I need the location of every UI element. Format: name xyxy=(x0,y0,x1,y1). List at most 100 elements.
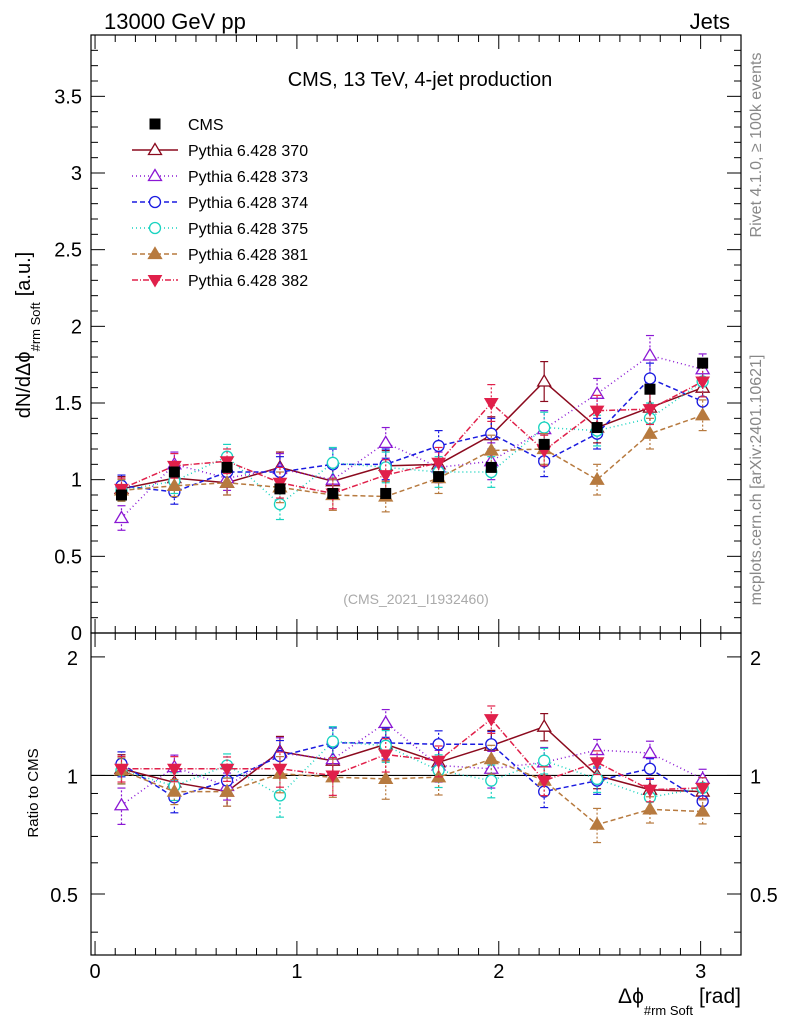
ratio-point xyxy=(326,735,339,748)
data-point xyxy=(378,435,394,449)
ratio-point xyxy=(166,763,182,777)
data-point xyxy=(695,376,711,390)
data-point xyxy=(327,487,339,499)
y-tick-label: 3.5 xyxy=(54,86,82,108)
ratio-line xyxy=(121,742,704,802)
data-point xyxy=(274,483,286,495)
ratio-point xyxy=(642,745,658,759)
legend-entry: CMS xyxy=(149,117,224,134)
x-tick-label: 0 xyxy=(89,961,100,983)
legend-label: Pythia 6.428 370 xyxy=(188,143,308,160)
main-axes: 0 0.5 1 1.5 2 2.5 3 3.5 xyxy=(54,34,742,645)
ratio-series-3 xyxy=(115,727,709,814)
ratio-point xyxy=(378,749,394,763)
mcplots-label: mcplots.cern.ch [arXiv:2401.10621] xyxy=(748,355,765,606)
x-axis-label: Δϕ#rm Soft [rad] xyxy=(618,985,741,1018)
ylabel-unit: [a.u.] xyxy=(13,252,35,296)
x-tick-label: 3 xyxy=(695,961,706,983)
data-point xyxy=(113,510,130,524)
series-line xyxy=(120,354,703,519)
ratio-point xyxy=(378,715,394,729)
data-point xyxy=(485,427,498,440)
legend-entry: Pythia 6.428 382 xyxy=(132,273,308,290)
y-tick-label: 1.5 xyxy=(54,393,82,415)
legend-entry: Pythia 6.428 370 xyxy=(132,142,308,160)
y-tick-label: 2 xyxy=(67,648,78,670)
data-point xyxy=(695,407,711,421)
series-1 xyxy=(113,361,711,502)
ratio-line xyxy=(121,725,703,793)
y-axis-label-ratio: Ratio to CMS xyxy=(25,748,42,837)
series-3 xyxy=(115,362,709,505)
data-point xyxy=(642,404,658,417)
legend: CMS Pythia 6.428 370 Pythia 6.428 373 Pythi… xyxy=(132,117,308,290)
ratio-line xyxy=(121,758,703,826)
series-line xyxy=(121,380,703,495)
rivet-version-label: Rivet 4.1.0, ≥ 100k events xyxy=(748,53,765,238)
ratio-point xyxy=(219,763,235,777)
y-tick-label: 0.5 xyxy=(50,885,78,907)
ratio-point xyxy=(483,714,499,727)
legend-marker xyxy=(147,142,163,156)
y-tick-label: 0 xyxy=(71,623,82,645)
ratio-point xyxy=(219,783,235,797)
series-4 xyxy=(115,365,709,521)
ratio-point xyxy=(325,770,341,783)
ratio-point xyxy=(695,782,711,796)
main-series xyxy=(113,334,711,531)
y-axis-label-main: dN/dΔϕ#rm Soft [a.u.] xyxy=(13,252,43,418)
ratio-line xyxy=(121,718,703,791)
data-point xyxy=(591,422,603,434)
legend-label: Pythia 6.428 373 xyxy=(188,169,308,186)
ratio-point xyxy=(272,763,288,777)
data-point xyxy=(589,405,605,419)
legend-marker xyxy=(149,118,161,130)
ratio-line xyxy=(121,721,703,806)
legend-entry: Pythia 6.428 375 xyxy=(132,221,308,238)
legend-entry: Pythia 6.428 373 xyxy=(132,168,308,186)
ratio-point xyxy=(643,762,657,775)
y-tick-label: 2.5 xyxy=(54,240,82,262)
data-point xyxy=(433,471,445,483)
svg-text:dN/dΔϕ#rm Soft[a.u.]: dN/dΔϕ#rm Soft [a.u.] xyxy=(13,252,43,418)
ratio-point xyxy=(695,803,711,817)
x-tick-label: 1 xyxy=(291,961,302,983)
chart-title: CMS, 13 TeV, 4-jet production xyxy=(288,69,553,91)
y-tick-label: 1 xyxy=(71,470,82,492)
ratio-point xyxy=(432,738,445,751)
ratio-plot-frame xyxy=(90,632,742,956)
ratio-point xyxy=(431,755,446,769)
header-left: 13000 GeV pp xyxy=(104,9,246,34)
series-2 xyxy=(113,334,711,531)
ratio-point xyxy=(485,774,498,787)
y-tick-label-right: 1 xyxy=(750,766,761,788)
data-point xyxy=(538,421,551,434)
series-line xyxy=(121,380,704,506)
chart-annotation: (CMS_2021_I1932460) xyxy=(343,591,489,607)
ratio-series-6 xyxy=(114,705,711,803)
data-point xyxy=(643,372,657,385)
data-point xyxy=(219,474,235,488)
data-point xyxy=(642,425,658,439)
series-line xyxy=(121,377,703,493)
data-point xyxy=(380,487,392,499)
ratio-point xyxy=(589,742,605,756)
y-tick-label: 2 xyxy=(71,316,82,338)
xlabel-main: Δϕ xyxy=(618,985,644,1008)
data-point xyxy=(589,471,605,485)
ratio-point xyxy=(378,771,394,785)
y-tick-label-right: 2 xyxy=(750,648,761,670)
xlabel-sub: #rm Soft xyxy=(644,1003,694,1018)
data-point xyxy=(378,470,394,483)
series-line xyxy=(121,380,703,490)
data-point xyxy=(538,438,550,450)
ratio-point xyxy=(538,754,551,767)
y-tick-label-right: 0.5 xyxy=(750,885,778,907)
legend-label: Pythia 6.428 381 xyxy=(188,247,308,264)
series-line xyxy=(121,414,703,498)
ratio-point xyxy=(166,783,183,797)
ratio-point xyxy=(485,738,498,751)
legend-marker xyxy=(147,168,163,182)
data-point xyxy=(168,466,180,478)
